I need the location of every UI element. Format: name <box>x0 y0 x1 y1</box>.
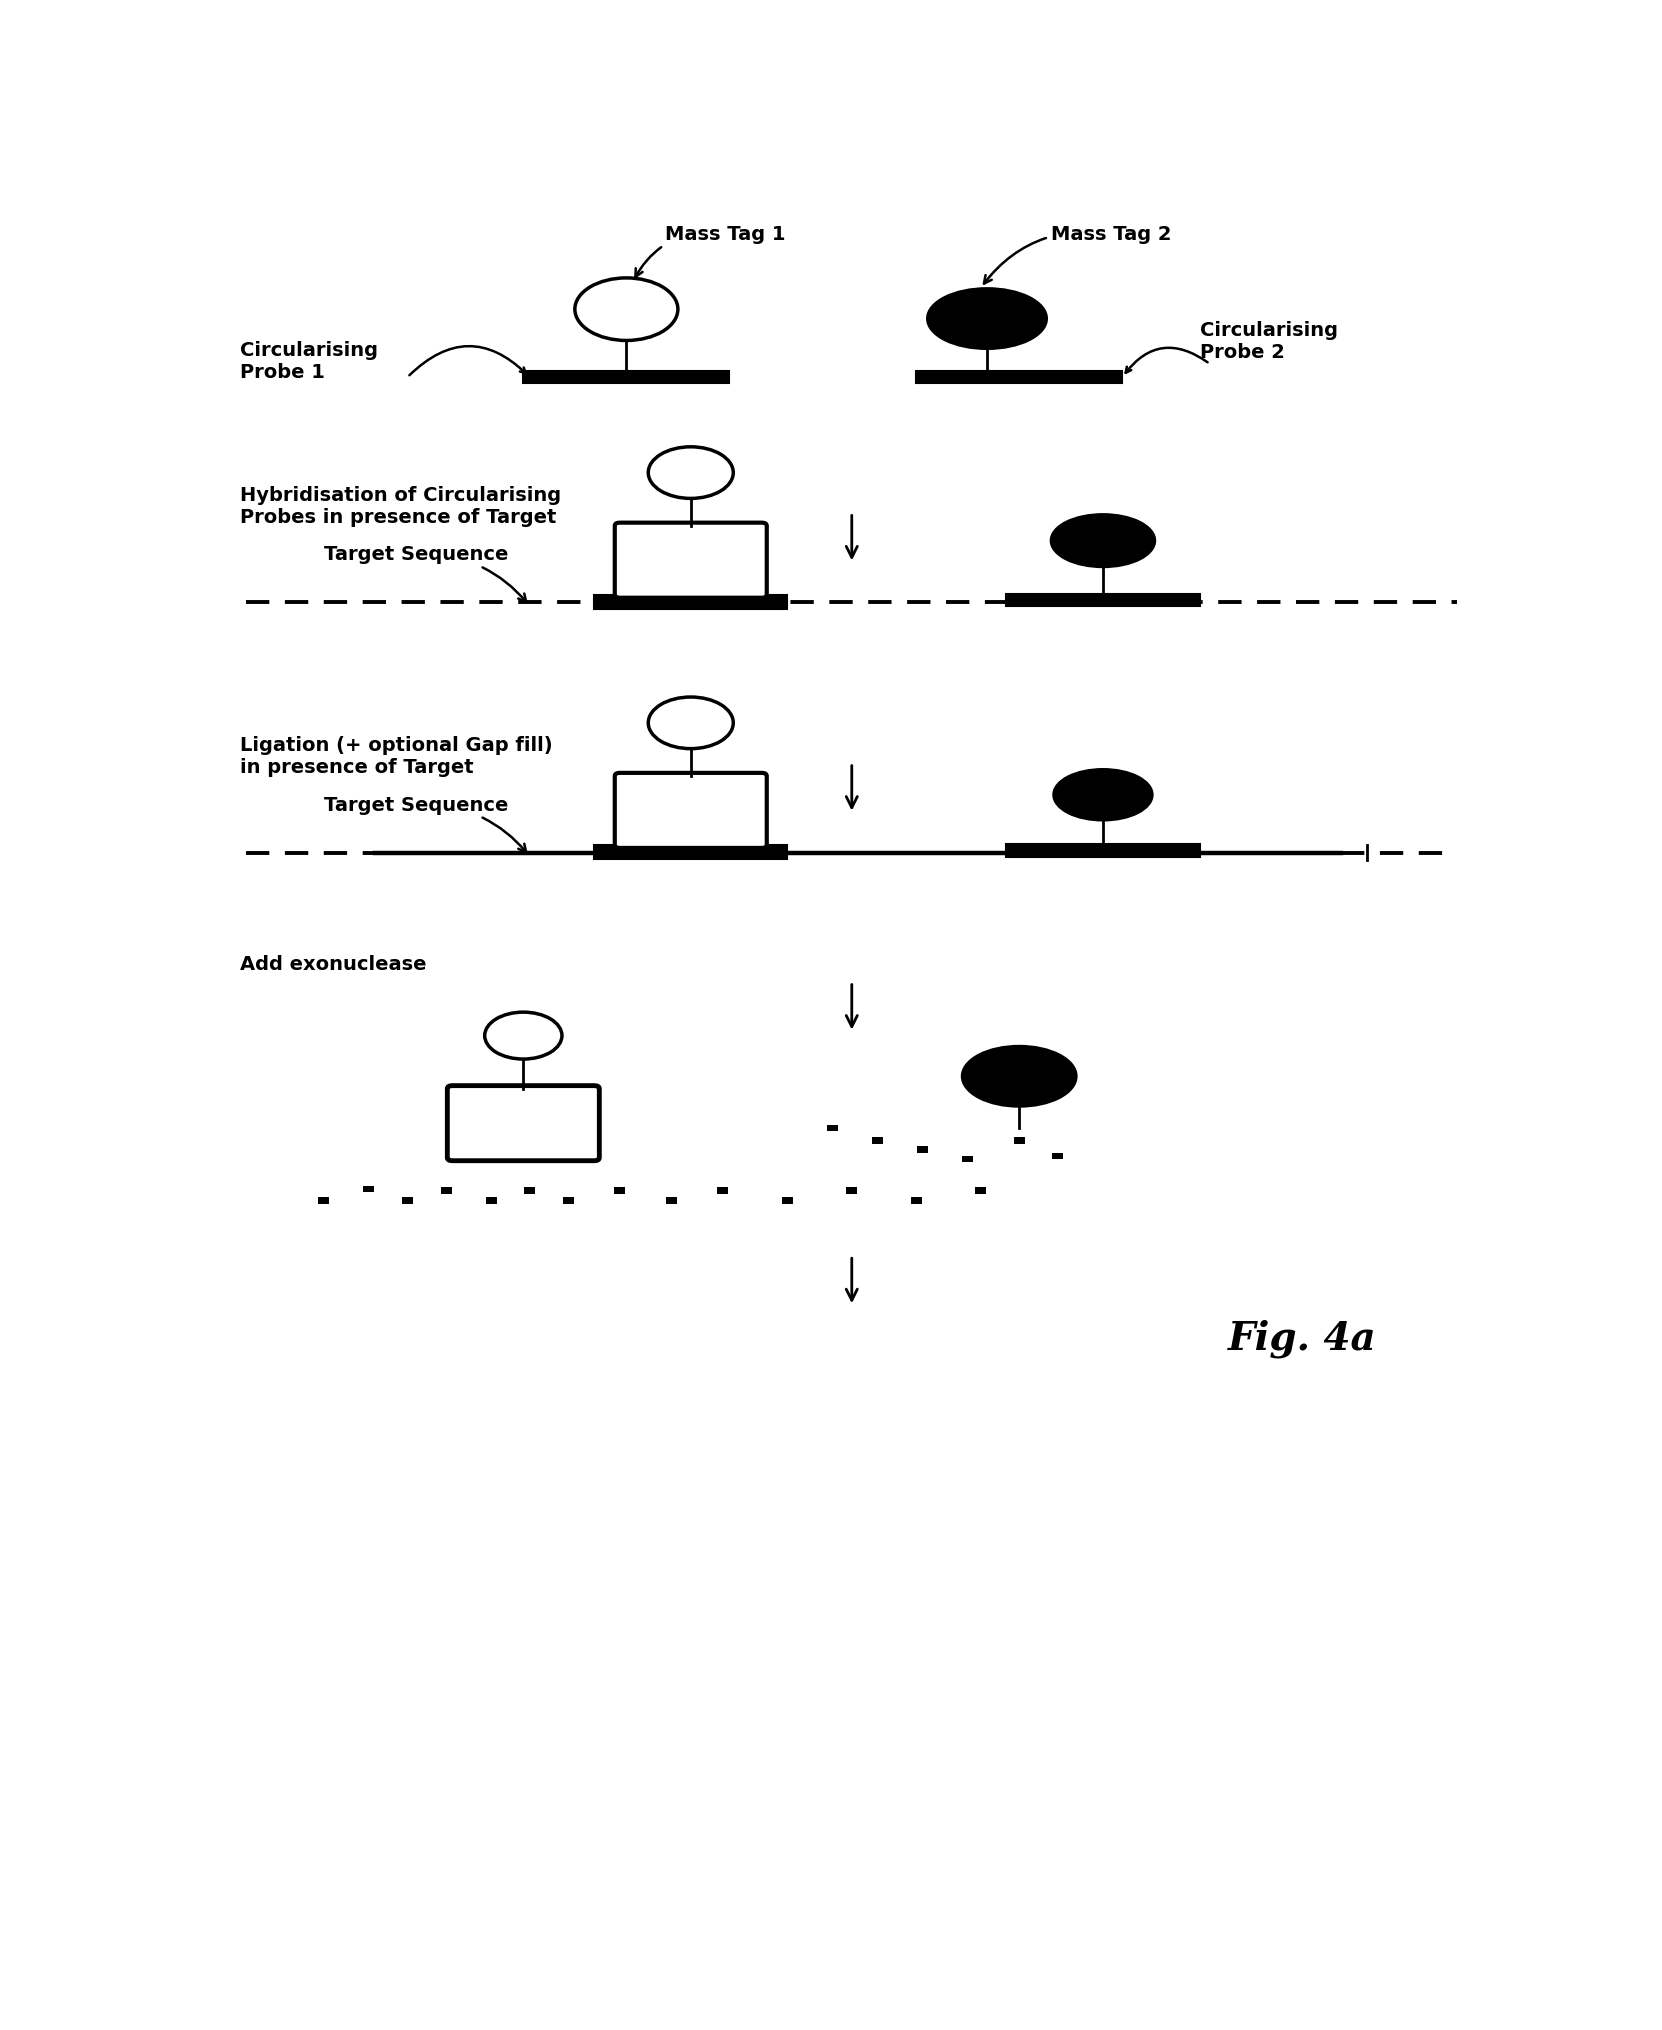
Ellipse shape <box>1054 769 1152 820</box>
Ellipse shape <box>485 1013 562 1060</box>
Bar <box>615 1188 625 1194</box>
Text: Target Sequence: Target Sequence <box>324 796 527 853</box>
Bar <box>402 1198 412 1204</box>
Bar <box>873 1137 883 1145</box>
Bar <box>828 1125 838 1131</box>
Ellipse shape <box>1052 516 1155 566</box>
Text: Circularising
Probe 1: Circularising Probe 1 <box>239 341 377 382</box>
Bar <box>976 1188 986 1194</box>
Text: Target Sequence: Target Sequence <box>324 546 527 603</box>
Bar <box>916 371 1122 384</box>
Ellipse shape <box>575 278 678 341</box>
Text: Hybridisation of Circularising
Probes in presence of Target: Hybridisation of Circularising Probes in… <box>239 485 562 528</box>
Bar <box>718 1188 728 1194</box>
FancyBboxPatch shape <box>615 524 766 599</box>
Bar <box>846 1188 858 1194</box>
Bar <box>1052 1153 1064 1159</box>
Bar <box>1014 1137 1025 1145</box>
Ellipse shape <box>962 1047 1075 1106</box>
Bar <box>962 1157 974 1163</box>
Bar <box>917 1147 927 1153</box>
Bar <box>1007 844 1200 857</box>
Text: Mass Tag 1: Mass Tag 1 <box>635 225 786 278</box>
Ellipse shape <box>648 698 733 749</box>
Text: Circularising
Probe 2: Circularising Probe 2 <box>1200 321 1338 361</box>
FancyBboxPatch shape <box>447 1086 600 1161</box>
Bar <box>440 1188 452 1194</box>
Bar <box>666 1198 676 1204</box>
FancyBboxPatch shape <box>615 773 766 849</box>
Bar <box>317 1198 329 1204</box>
Bar <box>595 595 788 609</box>
Text: Fig. 4a: Fig. 4a <box>1228 1320 1378 1356</box>
Bar <box>524 371 730 384</box>
Text: Mass Tag 2: Mass Tag 2 <box>984 225 1172 284</box>
Ellipse shape <box>927 290 1047 349</box>
Bar <box>1007 595 1200 607</box>
Bar <box>911 1198 922 1204</box>
Ellipse shape <box>648 447 733 499</box>
Bar <box>563 1198 573 1204</box>
Bar <box>595 844 788 859</box>
Bar <box>524 1188 535 1194</box>
Bar <box>781 1198 793 1204</box>
Bar <box>485 1198 497 1204</box>
Text: Add exonuclease: Add exonuclease <box>239 954 427 974</box>
Bar <box>364 1186 374 1192</box>
Text: Ligation (+ optional Gap fill)
in presence of Target: Ligation (+ optional Gap fill) in presen… <box>239 737 552 777</box>
